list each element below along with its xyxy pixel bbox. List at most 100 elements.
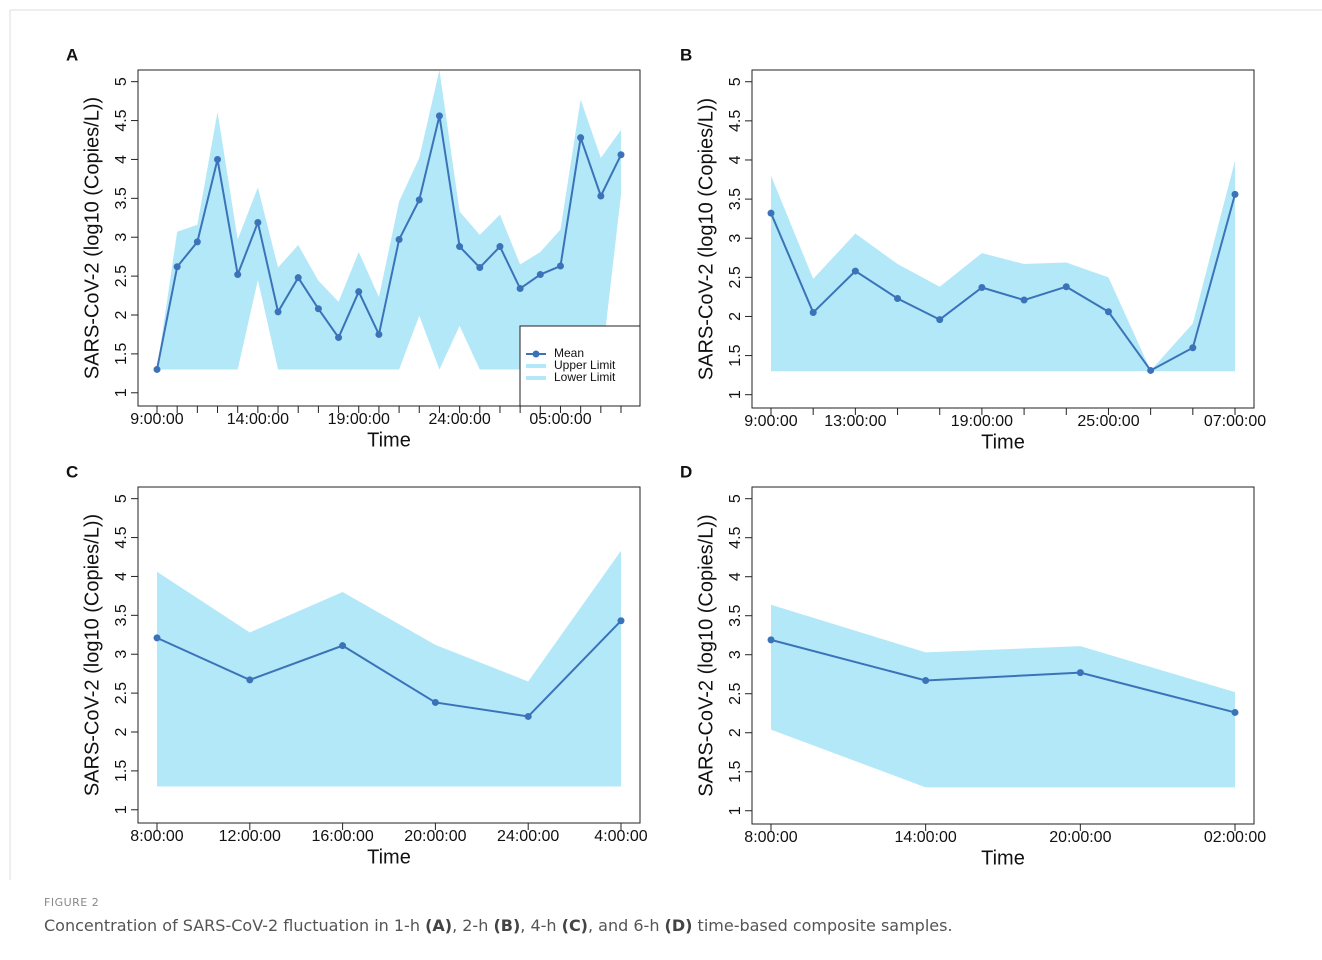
mean-point — [335, 334, 343, 342]
legend-label: Lower Limit — [554, 370, 616, 384]
y-tick-label: 2 — [727, 728, 744, 737]
y-axis-label: SARS-CoV-2 (log10 (Copies/L)) — [695, 98, 717, 380]
y-tick-label: 1.5 — [113, 760, 130, 782]
mean-point — [435, 112, 443, 120]
legend-label: Mean — [554, 346, 584, 360]
y-axis-label: SARS-CoV-2 (log10 (Copies/L)) — [81, 514, 103, 796]
figure-caption: Concentration of SARS-CoV-2 fluctuation … — [44, 916, 953, 935]
x-tick-label: 20:00:00 — [404, 828, 466, 845]
mean-point — [556, 262, 564, 270]
y-tick-label: 1.5 — [727, 761, 744, 783]
mean-line — [156, 115, 622, 370]
mean-point — [395, 236, 403, 244]
plot-frame — [751, 69, 1255, 409]
y-tick-label: 3 — [727, 650, 744, 659]
x-tick-label: 14:00:00 — [895, 829, 957, 846]
y-tick-label: 2.5 — [113, 682, 130, 704]
limit-band — [771, 160, 1235, 372]
plot-frame — [137, 69, 641, 407]
caption-part: time-based composite samples. — [692, 916, 953, 935]
y-tick-label: 4 — [727, 572, 744, 581]
mean-point — [1104, 308, 1112, 316]
mean-point — [894, 294, 902, 302]
mean-point — [153, 365, 161, 373]
x-tick-label: 05:00:00 — [529, 411, 591, 428]
mean-point — [767, 209, 775, 217]
y-tick-label: 3 — [113, 233, 130, 242]
mean-point — [1189, 344, 1197, 352]
caption-part: (A) — [425, 916, 453, 935]
mean-point — [234, 271, 242, 279]
mean-point — [431, 698, 439, 706]
x-tick-label: 19:00:00 — [328, 411, 390, 428]
x-axis-label: Time — [981, 431, 1025, 453]
caption-part: , and 6-h — [588, 916, 665, 935]
y-tick-label: 2 — [113, 727, 130, 736]
x-tick-label: 9:00:00 — [130, 411, 183, 428]
mean-point — [516, 285, 524, 293]
mean-line — [770, 638, 1236, 714]
panel-label: B — [680, 45, 692, 64]
y-tick-label: 3 — [727, 234, 744, 243]
mean-point — [524, 712, 532, 720]
caption-part: (D) — [664, 916, 693, 935]
legend-swatch — [532, 350, 540, 358]
plot-frame — [751, 486, 1255, 825]
y-tick-label: 5 — [113, 494, 130, 503]
x-tick-label: 02:00:00 — [1204, 829, 1266, 846]
limit-band — [771, 604, 1235, 788]
y-tick-label: 3.5 — [727, 188, 744, 210]
mean-point — [254, 218, 262, 226]
y-tick-label: 1 — [113, 388, 130, 397]
mean-line — [770, 194, 1236, 372]
mean-point — [1147, 366, 1155, 374]
mean-point — [496, 243, 504, 251]
x-tick-label: 24:00:00 — [497, 828, 559, 845]
legend-label: Upper Limit — [554, 358, 616, 372]
plot-frame — [137, 486, 641, 824]
x-tick-label: 9:00:00 — [744, 413, 797, 430]
y-tick-label: 2 — [113, 310, 130, 319]
limit-band — [157, 70, 621, 370]
x-tick-label: 25:00:00 — [1077, 413, 1139, 430]
mean-point — [809, 309, 817, 317]
mean-point — [274, 308, 282, 316]
y-tick-label: 2.5 — [113, 265, 130, 287]
y-tick-label: 1 — [113, 805, 130, 814]
x-tick-label: 12:00:00 — [219, 828, 281, 845]
x-tick-label: 13:00:00 — [824, 413, 886, 430]
x-tick-label: 16:00:00 — [311, 828, 373, 845]
y-tick-label: 2.5 — [727, 266, 744, 288]
caption-part: Concentration of SARS-CoV-2 fluctuation … — [44, 916, 426, 935]
mean-point — [173, 263, 181, 271]
mean-point — [1020, 296, 1028, 304]
figure-label: FIGURE 2 — [44, 896, 100, 909]
caption-part: (C) — [561, 916, 588, 935]
mean-point — [922, 676, 930, 684]
mean-point — [767, 636, 775, 644]
mean-point — [936, 316, 944, 324]
mean-point — [456, 243, 464, 251]
panel-label: C — [66, 462, 78, 481]
mean-point — [577, 134, 585, 142]
mean-point — [355, 288, 363, 296]
y-tick-label: 4.5 — [727, 110, 744, 132]
mean-point — [1062, 283, 1070, 291]
x-axis-label: Time — [981, 847, 1025, 869]
x-tick-label: 19:00:00 — [951, 413, 1013, 430]
y-tick-label: 3.5 — [113, 187, 130, 209]
caption-part: (B) — [493, 916, 521, 935]
y-tick-label: 4.5 — [113, 109, 130, 131]
y-tick-label: 1 — [727, 390, 744, 399]
y-tick-label: 4 — [727, 155, 744, 164]
y-tick-label: 4 — [113, 572, 130, 581]
caption-part: , 2-h — [452, 916, 494, 935]
y-tick-label: 1.5 — [727, 344, 744, 366]
panel-label: D — [680, 462, 692, 481]
y-tick-label: 3.5 — [727, 604, 744, 626]
mean-point — [617, 151, 625, 159]
mean-point — [294, 274, 302, 282]
y-axis-label: SARS-CoV-2 (log10 (Copies/L)) — [695, 514, 717, 796]
limit-band — [157, 550, 621, 787]
